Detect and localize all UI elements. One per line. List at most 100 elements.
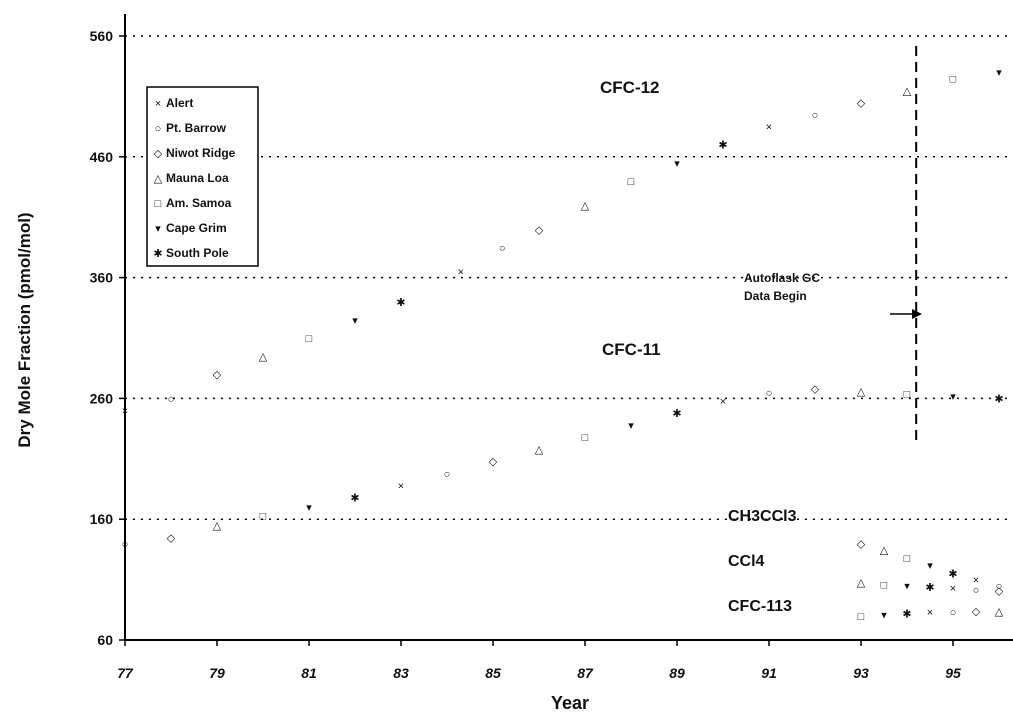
data-point: × <box>950 583 956 595</box>
data-point: ✱ <box>396 297 405 309</box>
legend-item: ○ Pt. Barrow <box>155 121 227 135</box>
x-axis-label: Year <box>551 693 589 713</box>
data-point: ✱ <box>994 393 1003 405</box>
legend-item: × Alert <box>155 96 194 110</box>
data-point: ○ <box>973 584 980 596</box>
data-point: ▾ <box>306 502 312 514</box>
x-tick-label: 77 <box>117 665 134 681</box>
data-point: △ <box>995 606 1004 618</box>
data-point: △ <box>535 444 544 456</box>
data-point: × <box>398 480 404 492</box>
data-point: ▾ <box>352 315 358 327</box>
data-point: □ <box>628 176 635 188</box>
data-point: △ <box>857 577 866 589</box>
y-ticks: 60 160 260 360 460 560 <box>90 28 125 648</box>
data-point: ○ <box>499 242 506 254</box>
data-point: ✱ <box>948 569 957 581</box>
legend-label: Alert <box>166 96 193 110</box>
y-tick-label: 60 <box>97 632 113 648</box>
legend-marker: ▾ <box>155 223 161 235</box>
data-point: △ <box>857 386 866 398</box>
data-point: ◇ <box>811 384 820 396</box>
legend-label: Pt. Barrow <box>166 121 227 135</box>
data-point: □ <box>582 432 589 444</box>
data-point: ✱ <box>672 408 681 420</box>
data-point: ▾ <box>904 581 910 593</box>
data-point: ▾ <box>674 158 680 170</box>
y-tick-label: 160 <box>90 511 114 527</box>
data-point: × <box>458 267 464 279</box>
legend-item: △ Mauna Loa <box>154 171 229 185</box>
data-point: □ <box>881 579 888 591</box>
legend-item: ✱ South Pole <box>153 246 229 260</box>
annotation-autoflask-line1: Autoflask GC <box>744 271 820 285</box>
legend-item: □ Am. Samoa <box>155 196 232 210</box>
data-point: □ <box>904 389 911 401</box>
y-tick-label: 460 <box>90 149 114 165</box>
legend-label: South Pole <box>166 246 229 260</box>
data-point: × <box>973 575 979 587</box>
legend-label: Niwot Ridge <box>166 146 236 160</box>
data-point: ○ <box>950 607 957 619</box>
x-tick-label: 95 <box>945 665 961 681</box>
data-point: △ <box>581 200 590 212</box>
annotation-ccl4: CCl4 <box>728 553 765 570</box>
data-point: ✱ <box>718 140 727 152</box>
legend: × Alert ○ Pt. Barrow ◇ Niwot Ridge △ Mauna Loa □… <box>146 86 259 267</box>
legend-marker: □ <box>155 198 162 210</box>
x-tick-label: 89 <box>669 665 685 681</box>
data-point: ✱ <box>350 492 359 504</box>
data-points: ×○◇△□▾✱×○◇△□▾✱×○◇△□▾○◇△□▾✱×○◇△□▾✱×○ ◇ △ □ ▾ ✱… <box>122 67 1004 623</box>
data-point: ▾ <box>996 67 1002 79</box>
x-tick-label: 85 <box>485 665 501 681</box>
x-tick-label: 79 <box>209 665 225 681</box>
data-point: △ <box>213 520 222 532</box>
autoflask-arrow <box>890 309 922 319</box>
annotation-cfc11: CFC-11 <box>602 340 661 359</box>
data-point: ▾ <box>881 610 887 622</box>
legend-box <box>146 86 259 267</box>
data-point: ◇ <box>535 224 544 236</box>
data-point: ▾ <box>628 420 634 432</box>
data-point: △ <box>880 544 889 556</box>
x-tick-label: 83 <box>393 665 409 681</box>
data-point: ○ <box>122 538 129 550</box>
legend-marker: × <box>155 98 161 110</box>
data-point: ▾ <box>950 391 956 403</box>
data-point: □ <box>260 511 267 523</box>
data-point: ◇ <box>167 532 176 544</box>
x-tick-label: 91 <box>761 665 777 681</box>
x-tick-label: 87 <box>577 665 594 681</box>
y-tick-label: 560 <box>90 28 114 44</box>
data-point: ✱ <box>902 608 911 620</box>
y-tick-label: 360 <box>90 270 114 286</box>
data-point: ○ <box>168 393 175 405</box>
data-point: △ <box>903 85 912 97</box>
annotation-cfc113: CFC-113 <box>728 598 792 615</box>
data-point: ◇ <box>857 538 866 550</box>
data-point: □ <box>950 73 957 85</box>
legend-marker: △ <box>154 173 163 185</box>
legend-marker: ◇ <box>154 148 163 160</box>
data-point: □ <box>858 611 865 623</box>
axes: 60 160 260 360 460 560 77 79 81 83 85 87 89 91 93 95 <box>90 14 1013 681</box>
x-tick-label: 81 <box>301 665 317 681</box>
y-tick-label: 260 <box>90 390 114 406</box>
annotation-ch3ccl3: CH3CCl3 <box>728 508 797 525</box>
data-point: ◇ <box>489 456 498 468</box>
legend-label: Mauna Loa <box>166 171 229 185</box>
legend-item: ▾ Cape Grim <box>155 221 226 235</box>
legend-label: Cape Grim <box>166 221 227 235</box>
legend-marker: ✱ <box>153 248 162 260</box>
annotation-autoflask-line2: Data Begin <box>744 289 807 303</box>
legend-label: Am. Samoa <box>166 196 232 210</box>
x-ticks: 77 79 81 83 85 87 89 91 93 95 <box>117 640 961 681</box>
data-point: ✱ <box>925 582 934 594</box>
annotation-cfc12: CFC-12 <box>600 78 660 97</box>
data-point: ◇ <box>995 585 1004 597</box>
data-point: × <box>122 405 128 417</box>
data-point: ○ <box>766 387 773 399</box>
data-point: × <box>766 122 772 134</box>
data-point: ◇ <box>213 369 222 381</box>
